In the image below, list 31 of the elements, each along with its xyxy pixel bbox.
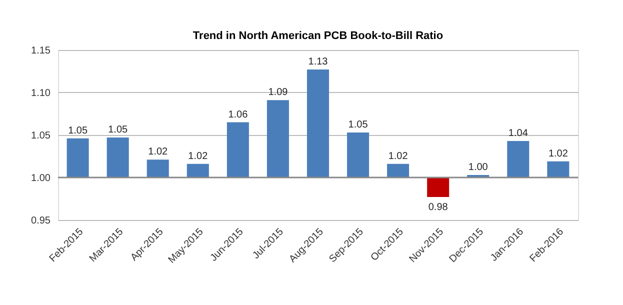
data-label: 1.05: [108, 124, 128, 136]
chart-title: Trend in North American PCB Book-to-Bill Ratio: [192, 30, 444, 42]
data-label: 1.09: [268, 87, 288, 98]
data-label: 1.02: [188, 150, 208, 162]
data-label: 1.02: [148, 146, 168, 158]
bar: [547, 161, 570, 178]
y-tick-label: 1.00: [31, 173, 51, 184]
data-label: 1.02: [388, 150, 408, 162]
data-label: 1.05: [68, 125, 88, 136]
data-label: 1.13: [308, 56, 328, 68]
data-label: 1.06: [228, 109, 248, 120]
bar: [347, 132, 370, 178]
bar: [146, 160, 169, 178]
bar: [507, 140, 530, 178]
bar: [106, 138, 129, 178]
data-label: 1.00: [468, 162, 488, 173]
bar: [266, 100, 289, 178]
y-tick-label: 1.10: [31, 88, 51, 99]
y-tick-label: 0.95: [31, 216, 51, 226]
bar: [427, 178, 450, 198]
data-label: 1.05: [348, 119, 368, 130]
data-label: 1.04: [508, 128, 528, 139]
bar: [226, 122, 249, 178]
bar: [186, 164, 209, 178]
bar: [387, 164, 410, 178]
y-tick-label: 1.15: [31, 46, 51, 56]
y-tick-label: 1.05: [31, 130, 51, 142]
data-label: 1.02: [548, 148, 568, 160]
data-label: 0.98: [428, 202, 448, 214]
bar: [306, 70, 330, 178]
bar: [66, 138, 89, 178]
